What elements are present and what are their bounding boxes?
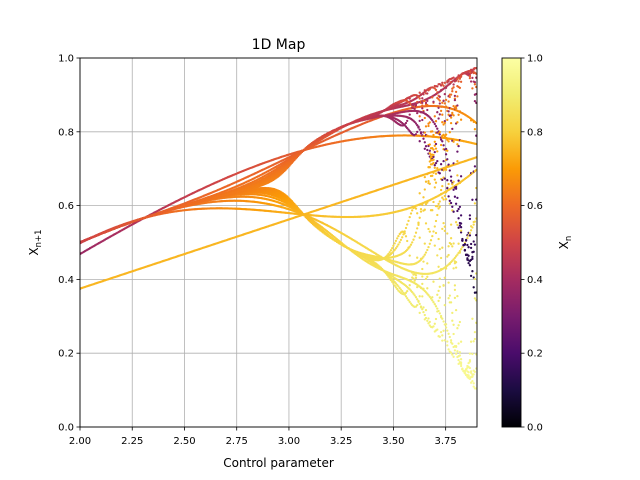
chart-title: 1D Map [252,37,306,53]
data-points [80,67,477,390]
